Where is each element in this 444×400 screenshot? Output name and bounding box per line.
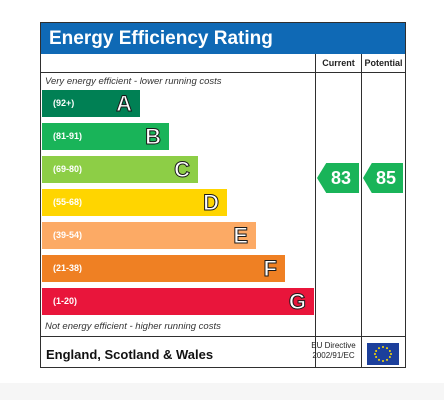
band-range: (81-91) [53, 131, 83, 141]
band-range: (55-68) [53, 197, 83, 207]
band-range: (39-54) [53, 230, 83, 240]
potential-column-divider [361, 54, 362, 368]
band-letter: B [145, 124, 162, 150]
band-b: (81-91) B [42, 123, 169, 150]
directive-line-1: EU Directive [311, 341, 356, 350]
potential-column-header: Potential [364, 58, 403, 68]
footer-region: England, Scotland & Wales [46, 347, 214, 362]
current-rating-arrow: 83 [317, 163, 359, 193]
band-letter: E [233, 223, 249, 249]
current-column-divider [315, 54, 316, 368]
band-range: (1-20) [53, 296, 78, 306]
band-a: (92+) A [42, 90, 140, 117]
band-c: (69-80) C [42, 156, 198, 183]
band-letter: G [288, 289, 306, 315]
top-caption: Very energy efficient - lower running co… [45, 76, 222, 87]
potential-rating-arrow: 85 [363, 163, 403, 193]
band-letter: F [263, 256, 277, 282]
band-letter: D [203, 190, 220, 216]
footer-divider [41, 336, 405, 337]
directive-line-2: 2002/91/EC [312, 351, 355, 360]
energy-efficiency-rating-chart: Energy Efficiency Rating Current Potenti… [40, 22, 406, 368]
eu-directive: EU Directive 2002/91/EC [307, 341, 360, 361]
chart-title: Energy Efficiency Rating [41, 23, 405, 54]
band-d: (55-68) D [42, 189, 227, 216]
header-row-divider [41, 72, 405, 73]
band-g: (1-20) G [42, 288, 314, 315]
current-column-header: Current [322, 58, 355, 68]
eu-flag-icon [367, 343, 399, 365]
band-e: (39-54) E [42, 222, 256, 249]
bottom-caption: Not energy efficient - higher running co… [45, 321, 221, 332]
band-range: (92+) [53, 98, 75, 108]
band-letter: C [174, 157, 191, 183]
band-range: (69-80) [53, 164, 83, 174]
band-letter: A [116, 91, 133, 117]
band-f: (21-38) F [42, 255, 285, 282]
page-bottom-band [0, 383, 444, 400]
band-range: (21-38) [53, 263, 83, 273]
